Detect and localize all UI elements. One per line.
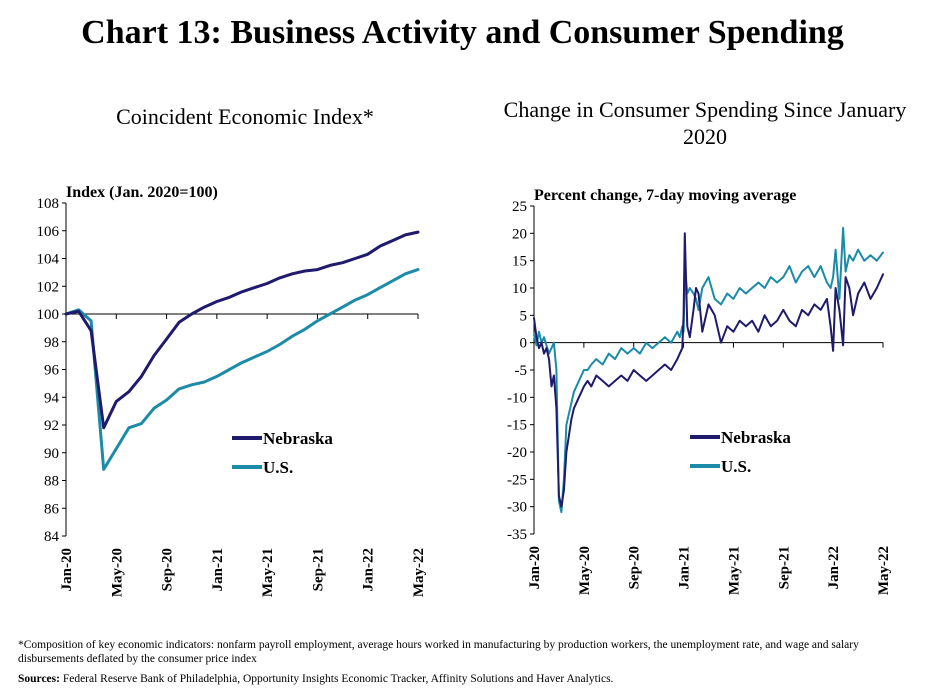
right-series-us-line bbox=[533, 226, 884, 514]
left-x-tick-label: Jan-22 bbox=[361, 548, 377, 591]
sources-text: Federal Reserve Bank of Philadelphia, Op… bbox=[62, 673, 614, 685]
right-series-nebraska-line bbox=[533, 232, 884, 508]
right-x-tick-label: Jan-21 bbox=[677, 546, 693, 589]
left-y-tick-label: 104 bbox=[37, 252, 60, 268]
right-y-tick-label: -5 bbox=[515, 363, 528, 379]
right-y-tick-label: -15 bbox=[507, 418, 527, 434]
right-y-tick-label: -20 bbox=[507, 445, 527, 461]
left-y-tick-label: 94 bbox=[44, 390, 60, 406]
right-y-tick-label: 15 bbox=[512, 254, 527, 270]
left-y-tick-label: 100 bbox=[37, 307, 60, 323]
left-y-tick-label: 84 bbox=[44, 529, 60, 545]
left-y-tick-label: 98 bbox=[44, 335, 59, 351]
left-y-tick-label: 86 bbox=[44, 501, 60, 517]
right-y-tick-label: 20 bbox=[512, 226, 527, 242]
sources-line: Sources: Federal Reserve Bank of Philade… bbox=[18, 672, 613, 686]
left-y-tick-label: 96 bbox=[44, 363, 60, 379]
right-y-tick-label: -35 bbox=[507, 527, 527, 543]
left-y-tick-label: 106 bbox=[37, 224, 60, 240]
right-y-axis-label: Percent change, 7-day moving average bbox=[534, 187, 796, 204]
right-x-tick-label: Sep-20 bbox=[627, 546, 643, 589]
right-y-tick-label: 25 bbox=[512, 199, 527, 215]
right-x-tick-label: May-21 bbox=[726, 546, 742, 595]
left-y-tick-label: 88 bbox=[44, 474, 59, 490]
left-x-tick-label: May-20 bbox=[109, 548, 125, 597]
left-y-tick-label: 90 bbox=[44, 446, 59, 462]
right-x-tick-label: Jan-22 bbox=[826, 546, 842, 589]
footnote: *Composition of key economic indicators:… bbox=[18, 639, 859, 665]
left-x-tick-label: Sep-20 bbox=[160, 548, 176, 591]
right-y-tick-label: 0 bbox=[520, 336, 528, 352]
page-title: Chart 13: Business Activity and Consumer… bbox=[81, 14, 844, 51]
right-chart-title: Change in Consumer Spending Since Januar… bbox=[503, 97, 907, 149]
left-x-tick-label: Jan-20 bbox=[59, 548, 75, 591]
left-y-axis-label: Index (Jan. 2020=100) bbox=[66, 184, 218, 201]
right-y-tick-label: 10 bbox=[512, 281, 527, 297]
left-series-nebraska-line bbox=[64, 230, 420, 430]
right-x-tick-label: Jan-20 bbox=[527, 546, 543, 589]
left-y-tick-label: 92 bbox=[44, 418, 59, 434]
right-x-tick-label: May-22 bbox=[876, 546, 892, 595]
left-legend-label-us: U.S. bbox=[263, 458, 293, 477]
right-legend-label-us: U.S. bbox=[721, 457, 751, 476]
left-x-tick-label: May-21 bbox=[260, 548, 276, 597]
right-y-tick-label: 5 bbox=[520, 308, 528, 324]
right-x-tick-label: Sep-21 bbox=[776, 546, 792, 589]
left-x-tick-label: Jan-21 bbox=[210, 548, 226, 591]
right-y-tick-label: -25 bbox=[507, 472, 527, 488]
left-legend-label-nebraska: Nebraska bbox=[263, 429, 333, 448]
right-y-tick-label: -10 bbox=[507, 390, 527, 406]
left-x-tick-label: Sep-21 bbox=[310, 548, 326, 591]
left-chart-title: Coincident Economic Index* bbox=[116, 104, 374, 129]
left-y-tick-label: 108 bbox=[37, 196, 60, 212]
sources-label: Sources: bbox=[18, 673, 60, 685]
left-x-tick-label: May-22 bbox=[411, 548, 427, 597]
right-y-tick-label: -30 bbox=[507, 500, 527, 516]
right-x-tick-label: May-20 bbox=[577, 546, 593, 595]
left-series-us-line bbox=[64, 268, 420, 471]
left-y-tick-label: 102 bbox=[37, 279, 60, 295]
right-legend-label-nebraska: Nebraska bbox=[721, 428, 791, 447]
